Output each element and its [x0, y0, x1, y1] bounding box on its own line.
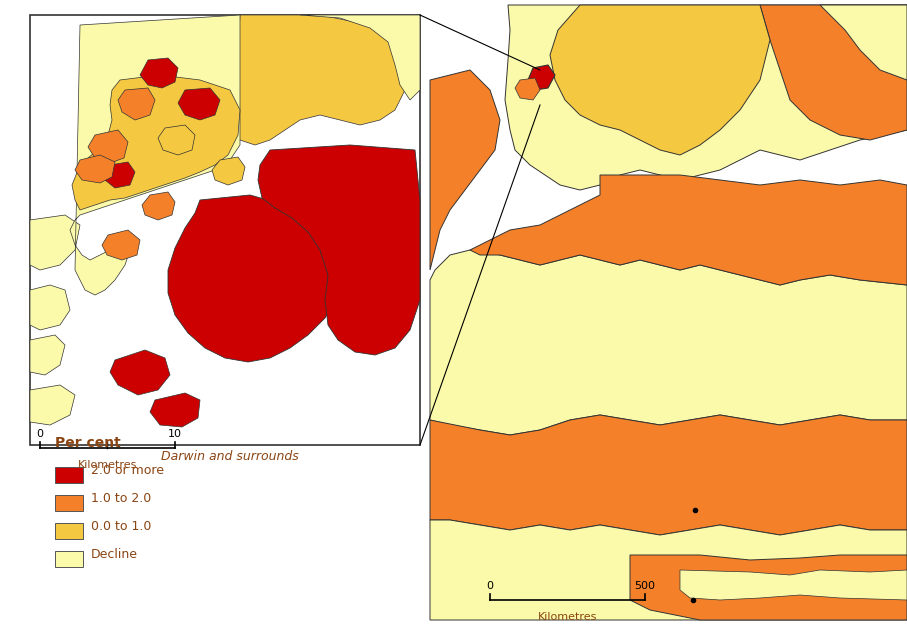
Polygon shape [820, 5, 907, 80]
Polygon shape [430, 415, 907, 535]
Polygon shape [30, 385, 75, 425]
Polygon shape [430, 70, 500, 270]
Polygon shape [630, 555, 907, 620]
Polygon shape [470, 175, 907, 285]
Text: 10: 10 [168, 429, 182, 439]
Text: Darwin and surrounds: Darwin and surrounds [161, 450, 299, 463]
Polygon shape [168, 195, 340, 362]
Polygon shape [150, 393, 200, 427]
Text: Per cent: Per cent [55, 436, 121, 450]
FancyBboxPatch shape [55, 467, 83, 483]
Polygon shape [680, 570, 907, 600]
Text: Decline: Decline [91, 548, 138, 561]
Polygon shape [30, 215, 80, 270]
Text: Kilometres: Kilometres [538, 612, 597, 622]
Polygon shape [760, 5, 907, 140]
Polygon shape [72, 75, 240, 210]
Text: 0.0 to 1.0: 0.0 to 1.0 [91, 520, 151, 534]
Polygon shape [212, 157, 245, 185]
Polygon shape [515, 78, 540, 100]
Polygon shape [102, 230, 140, 260]
FancyBboxPatch shape [55, 523, 83, 539]
Polygon shape [178, 88, 220, 120]
Polygon shape [550, 5, 770, 155]
Polygon shape [225, 15, 410, 145]
Polygon shape [110, 350, 170, 395]
Text: 0: 0 [486, 581, 493, 591]
Polygon shape [300, 15, 420, 100]
Polygon shape [75, 155, 115, 183]
Polygon shape [142, 192, 175, 220]
Text: Kilometres: Kilometres [78, 460, 137, 470]
Text: 0: 0 [36, 429, 44, 439]
Polygon shape [140, 58, 178, 88]
Polygon shape [118, 88, 155, 120]
Text: 500: 500 [635, 581, 656, 591]
Bar [30, 15, 420, 445]
Polygon shape [528, 65, 555, 90]
FancyBboxPatch shape [55, 495, 83, 511]
Polygon shape [430, 250, 907, 435]
Polygon shape [105, 162, 135, 188]
FancyBboxPatch shape [55, 551, 83, 567]
Polygon shape [258, 145, 420, 355]
Polygon shape [88, 130, 128, 163]
Polygon shape [70, 15, 240, 295]
Polygon shape [158, 125, 195, 155]
Polygon shape [430, 520, 907, 620]
Text: 1.0 to 2.0: 1.0 to 2.0 [91, 493, 151, 506]
Text: 2.0 or more: 2.0 or more [91, 465, 164, 477]
Polygon shape [30, 335, 65, 375]
Polygon shape [30, 285, 70, 330]
Polygon shape [505, 5, 907, 190]
